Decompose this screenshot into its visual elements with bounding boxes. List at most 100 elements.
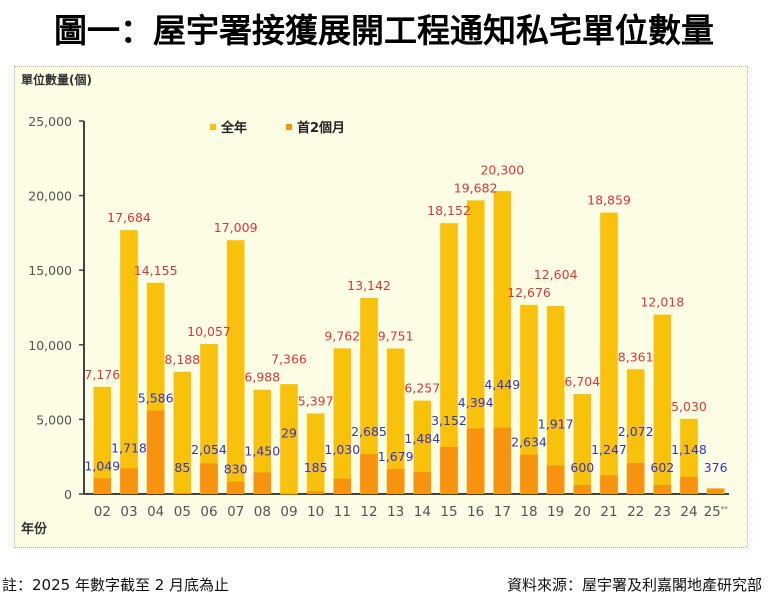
bar-first-two-months-05	[173, 492, 192, 494]
data-label-full-year: 12,676	[507, 285, 551, 300]
data-label-full-year: 19,682	[454, 180, 498, 195]
y-tick-label: 5,000	[36, 412, 72, 427]
bar-full-year-07	[226, 240, 245, 494]
data-label-first-two-months: 1,484	[404, 431, 440, 446]
bar-full-year-13	[386, 348, 405, 494]
bar-full-year-19	[546, 305, 565, 494]
x-tick-label: 14	[414, 504, 431, 520]
data-label-full-year: 17,684	[107, 210, 151, 225]
source-note: 資料來源：屋宇署及利嘉閣地產研究部	[506, 576, 762, 594]
data-label-first-two-months: 2,685	[351, 424, 387, 439]
bar-first-two-months-10	[306, 491, 325, 494]
chart-panel: 單位數量(個) 年份 0 5,000 10,000 15,000 20,000 25,000 0…	[14, 66, 748, 548]
data-label-full-year: 9,762	[324, 328, 360, 343]
bar-first-two-months-14	[413, 471, 432, 494]
data-label-full-year: 8,361	[618, 349, 654, 364]
y-tick-label: 25,000	[28, 114, 72, 129]
bar-first-two-months-25	[706, 488, 725, 494]
x-tick-label: 11	[334, 504, 351, 520]
x-tick-label: 03	[120, 504, 137, 520]
x-tick-label: 25**	[704, 504, 729, 520]
bar-full-year-15	[440, 223, 458, 494]
data-label-full-year: 18,152	[427, 203, 471, 218]
data-label-first-two-months: 1,679	[378, 449, 414, 464]
bar-first-two-months-18	[520, 454, 538, 494]
y-tick-label: 20,000	[28, 189, 72, 204]
x-tick-label: 05	[174, 504, 191, 520]
bar-first-two-months-11	[333, 478, 352, 494]
x-tick-label: 07	[227, 504, 244, 520]
legend-swatch-first-two-months	[286, 124, 292, 130]
data-label-full-year: 10,057	[187, 324, 231, 339]
data-label-first-two-months: 1,917	[538, 417, 574, 432]
data-label-full-year: 6,988	[244, 370, 280, 385]
data-label-first-two-months: 1,450	[244, 444, 280, 459]
data-label-full-year: 13,142	[347, 278, 391, 293]
x-tick-label: 10	[307, 504, 324, 520]
x-tick-label: 16	[467, 504, 484, 520]
data-label-first-two-months: 2,054	[191, 442, 227, 457]
bar-full-year-12	[360, 297, 378, 494]
x-axis-title: 年份	[21, 521, 48, 537]
bar-first-two-months-02	[93, 478, 112, 494]
data-label-full-year: 12,018	[640, 295, 684, 310]
x-tick-footnote-mark: **	[721, 505, 729, 513]
bar-full-year-06	[200, 343, 218, 494]
x-tick-label: 23	[654, 504, 671, 520]
data-label-first-two-months: 5,586	[138, 391, 174, 406]
data-label-first-two-months: 29	[281, 426, 297, 441]
data-label-full-year: 6,257	[404, 381, 440, 396]
y-axis-title: 單位數量(個)	[21, 72, 92, 87]
y-tick-label: 0	[64, 487, 72, 502]
bar-full-year-02	[93, 386, 112, 494]
bar-full-year-20	[573, 393, 592, 494]
bar-first-two-months-07	[226, 481, 245, 494]
bar-chart: 單位數量(個) 年份 0 5,000 10,000 15,000 20,000 25,000 0…	[21, 72, 729, 537]
bar-full-year-17	[493, 191, 512, 494]
data-label-first-two-months: 830	[224, 462, 248, 477]
bar-first-two-months-17	[493, 427, 512, 494]
bar-first-two-months-08	[253, 472, 272, 494]
data-label-full-year: 18,859	[587, 193, 631, 208]
bar-first-two-months-09	[280, 493, 298, 495]
bar-full-year-23	[653, 314, 672, 494]
bar-first-two-months-15	[440, 446, 458, 494]
x-tick-label: 21	[600, 504, 617, 520]
bar-full-year-05	[173, 371, 192, 494]
x-tick-label: 08	[254, 504, 271, 520]
bar-full-year-10	[306, 413, 325, 494]
bar-full-year-03	[120, 230, 138, 494]
data-label-first-two-months: 1,049	[84, 458, 120, 473]
bar-full-year-21	[600, 212, 618, 494]
bar-first-two-months-24	[680, 476, 698, 494]
data-label-full-year: 8,188	[164, 352, 200, 367]
data-label-full-year: 5,030	[671, 399, 707, 414]
bar-first-two-months-19	[546, 465, 565, 494]
data-label-full-year: 7,366	[271, 352, 307, 367]
data-label-full-year: 5,397	[298, 393, 334, 408]
data-label-first-two-months: 2,634	[511, 435, 547, 450]
bar-first-two-months-04	[146, 410, 165, 494]
x-tick-label: 09	[280, 504, 297, 520]
data-label-full-year: 7,176	[84, 367, 120, 382]
x-tick-label: 19	[547, 504, 564, 520]
data-label-first-two-months: 185	[304, 460, 328, 475]
bar-full-year-24	[680, 418, 698, 494]
data-label-full-year: 14,155	[134, 263, 178, 278]
bar-full-year-09	[280, 384, 298, 494]
bar-full-year-11	[333, 348, 352, 494]
bar-first-two-months-06	[200, 463, 218, 494]
bar-full-year-18	[520, 304, 538, 494]
x-tick-label: 18	[520, 504, 537, 520]
bar-full-year-08	[253, 389, 272, 494]
data-label-full-year: 9,751	[378, 329, 414, 344]
data-label-first-two-months: 376	[704, 460, 728, 475]
legend-label-first-two-months: 首2個月	[297, 120, 345, 136]
x-tick-label: 24	[680, 504, 697, 520]
bar-first-two-months-12	[360, 453, 378, 494]
data-label-first-two-months: 1,718	[111, 440, 147, 455]
bar-first-two-months-21	[600, 475, 618, 494]
x-tick-label: 04	[147, 504, 164, 520]
chart-title: 圖一：屋宇署接獲展開工程通知私宅單位數量	[54, 11, 714, 50]
footnote: 註：2025 年數字截至 2 月底為止	[2, 576, 230, 594]
